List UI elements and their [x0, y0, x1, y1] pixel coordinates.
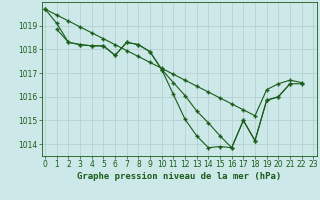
X-axis label: Graphe pression niveau de la mer (hPa): Graphe pression niveau de la mer (hPa) [77, 172, 281, 181]
